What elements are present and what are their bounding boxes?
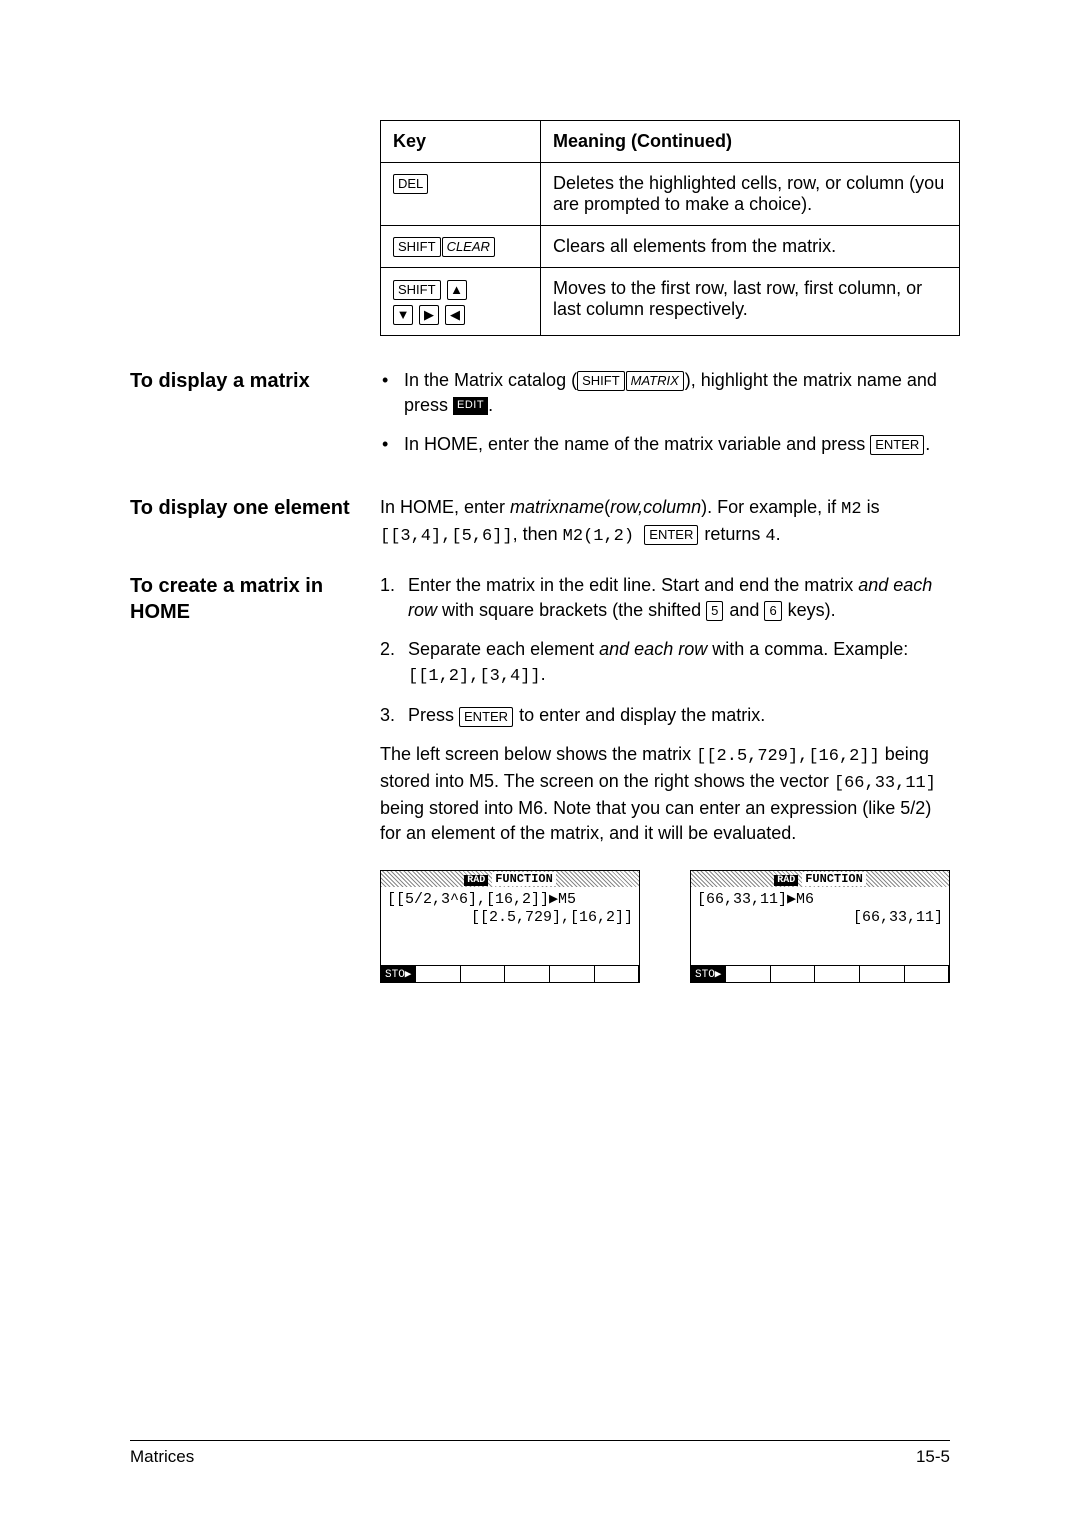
- step-item: 1. Enter the matrix in the edit line. St…: [380, 573, 940, 623]
- calc-line: [66,33,11]: [697, 909, 943, 927]
- text: In the Matrix catalog (: [404, 370, 577, 390]
- key-down-icon: ▼: [393, 305, 413, 325]
- step-item: 3. Press ENTER to enter and display the …: [380, 703, 940, 728]
- th-meaning: Meaning (Continued): [541, 121, 960, 163]
- key-up-icon: ▲: [447, 280, 467, 300]
- key-shift: SHIFT: [393, 237, 441, 257]
- calc-mode: FUNCTION: [802, 872, 866, 886]
- section-label: To create a matrix in HOME: [130, 573, 380, 625]
- key-6: 6: [764, 601, 781, 621]
- calc-footer: STO▶: [691, 965, 949, 982]
- step-item: 2. Separate each element and each row wi…: [380, 637, 940, 689]
- text: .: [776, 524, 781, 544]
- key-matrix: MATRIX: [626, 371, 684, 391]
- text: .: [925, 434, 930, 454]
- section-display-matrix: To display a matrix In the Matrix catalo…: [130, 368, 950, 472]
- text: Separate each element: [408, 639, 599, 659]
- calc-line: [66,33,11]▶M6: [697, 891, 943, 909]
- text: .: [488, 395, 493, 415]
- calc-titlebar: RAD FUNCTION: [381, 871, 639, 887]
- paragraph: The left screen below shows the matrix […: [380, 742, 940, 846]
- section-label: To display a matrix: [130, 368, 380, 394]
- code: 4: [765, 527, 775, 546]
- key-shift: SHIFT: [577, 371, 625, 391]
- calc-left: RAD FUNCTION [[5/2,3^6],[16,2]]▶M5 [[2.5,…: [380, 870, 640, 983]
- edit-softkey: EDIT: [453, 397, 488, 414]
- key-enter: ENTER: [459, 707, 513, 727]
- table-row: SHIFTCLEAR Clears all elements from the …: [381, 226, 960, 268]
- text: being stored into M6. Note that you can …: [380, 798, 931, 843]
- calc-right: RAD FUNCTION [66,33,11]▶M6 [66,33,11] STO…: [690, 870, 950, 983]
- cell-meaning: Clears all elements from the matrix.: [541, 226, 960, 268]
- sto-softkey: STO▶: [381, 966, 415, 982]
- text: , then: [513, 524, 563, 544]
- text: Press: [408, 705, 459, 725]
- key-5: 5: [706, 601, 723, 621]
- code: M2(1,2): [563, 527, 645, 546]
- page-footer: Matrices 15-5: [130, 1440, 950, 1467]
- calc-screens: RAD FUNCTION [[5/2,3^6],[16,2]]▶M5 [[2.5,…: [380, 870, 950, 983]
- text: In HOME, enter: [380, 497, 510, 517]
- code: [[2.5,729],[16,2]]: [696, 747, 880, 766]
- section-display-element: To display one element In HOME, enter ma…: [130, 495, 950, 549]
- text: ). For example, if: [701, 497, 841, 517]
- text-italic: and each row: [599, 639, 707, 659]
- code: [[1,2],[3,4]]: [408, 667, 541, 686]
- rad-indicator: RAD: [464, 875, 488, 886]
- text: returns: [699, 524, 765, 544]
- cell-meaning: Deletes the highlighted cells, row, or c…: [541, 163, 960, 226]
- bullet-item: In HOME, enter the name of the matrix va…: [380, 432, 940, 457]
- text: keys).: [783, 600, 836, 620]
- key-shift: SHIFT: [393, 280, 441, 300]
- key-enter: ENTER: [870, 435, 924, 455]
- text: with square brackets (the shifted: [437, 600, 706, 620]
- text: with a comma. Example:: [707, 639, 908, 659]
- calc-line: [[5/2,3^6],[16,2]]▶M5: [387, 891, 633, 909]
- code: [66,33,11]: [834, 774, 936, 793]
- footer-section: Matrices: [130, 1447, 194, 1467]
- key-clear: CLEAR: [442, 237, 495, 257]
- text: Enter the matrix in the edit line. Start…: [408, 575, 858, 595]
- text: and: [724, 600, 764, 620]
- th-key: Key: [381, 121, 541, 163]
- calc-mode: FUNCTION: [492, 872, 556, 886]
- sto-softkey: STO▶: [691, 966, 725, 982]
- text: In HOME, enter the name of the matrix va…: [404, 434, 870, 454]
- footer-page: 15-5: [916, 1447, 950, 1467]
- section-create-matrix: To create a matrix in HOME 1. Enter the …: [130, 573, 950, 847]
- table-row: DEL Deletes the highlighted cells, row, …: [381, 163, 960, 226]
- key-enter: ENTER: [644, 525, 698, 545]
- key-right-icon: ▶: [419, 305, 439, 325]
- calc-line: [[2.5,729],[16,2]]: [387, 909, 633, 927]
- table-row: SHIFT ▲ ▼ ▶ ◀ Moves to the first row, la…: [381, 268, 960, 336]
- text-italic: matrixname: [510, 497, 604, 517]
- code: [[3,4],[5,6]]: [380, 527, 513, 546]
- text-italic: row,column: [610, 497, 701, 517]
- text: is: [862, 497, 880, 517]
- bullet-item: In the Matrix catalog (SHIFTMATRIX), hig…: [380, 368, 940, 418]
- cell-meaning: Moves to the first row, last row, first …: [541, 268, 960, 336]
- calc-footer: STO▶: [381, 965, 639, 982]
- code: M2: [841, 500, 861, 519]
- calc-titlebar: RAD FUNCTION: [691, 871, 949, 887]
- key-del: DEL: [393, 174, 428, 194]
- text: The left screen below shows the matrix: [380, 744, 696, 764]
- text: to enter and display the matrix.: [514, 705, 765, 725]
- rad-indicator: RAD: [774, 875, 798, 886]
- text: .: [541, 664, 546, 684]
- key-left-icon: ◀: [445, 305, 465, 325]
- section-label: To display one element: [130, 495, 380, 521]
- key-meaning-table: Key Meaning (Continued) DEL Deletes the …: [380, 120, 960, 336]
